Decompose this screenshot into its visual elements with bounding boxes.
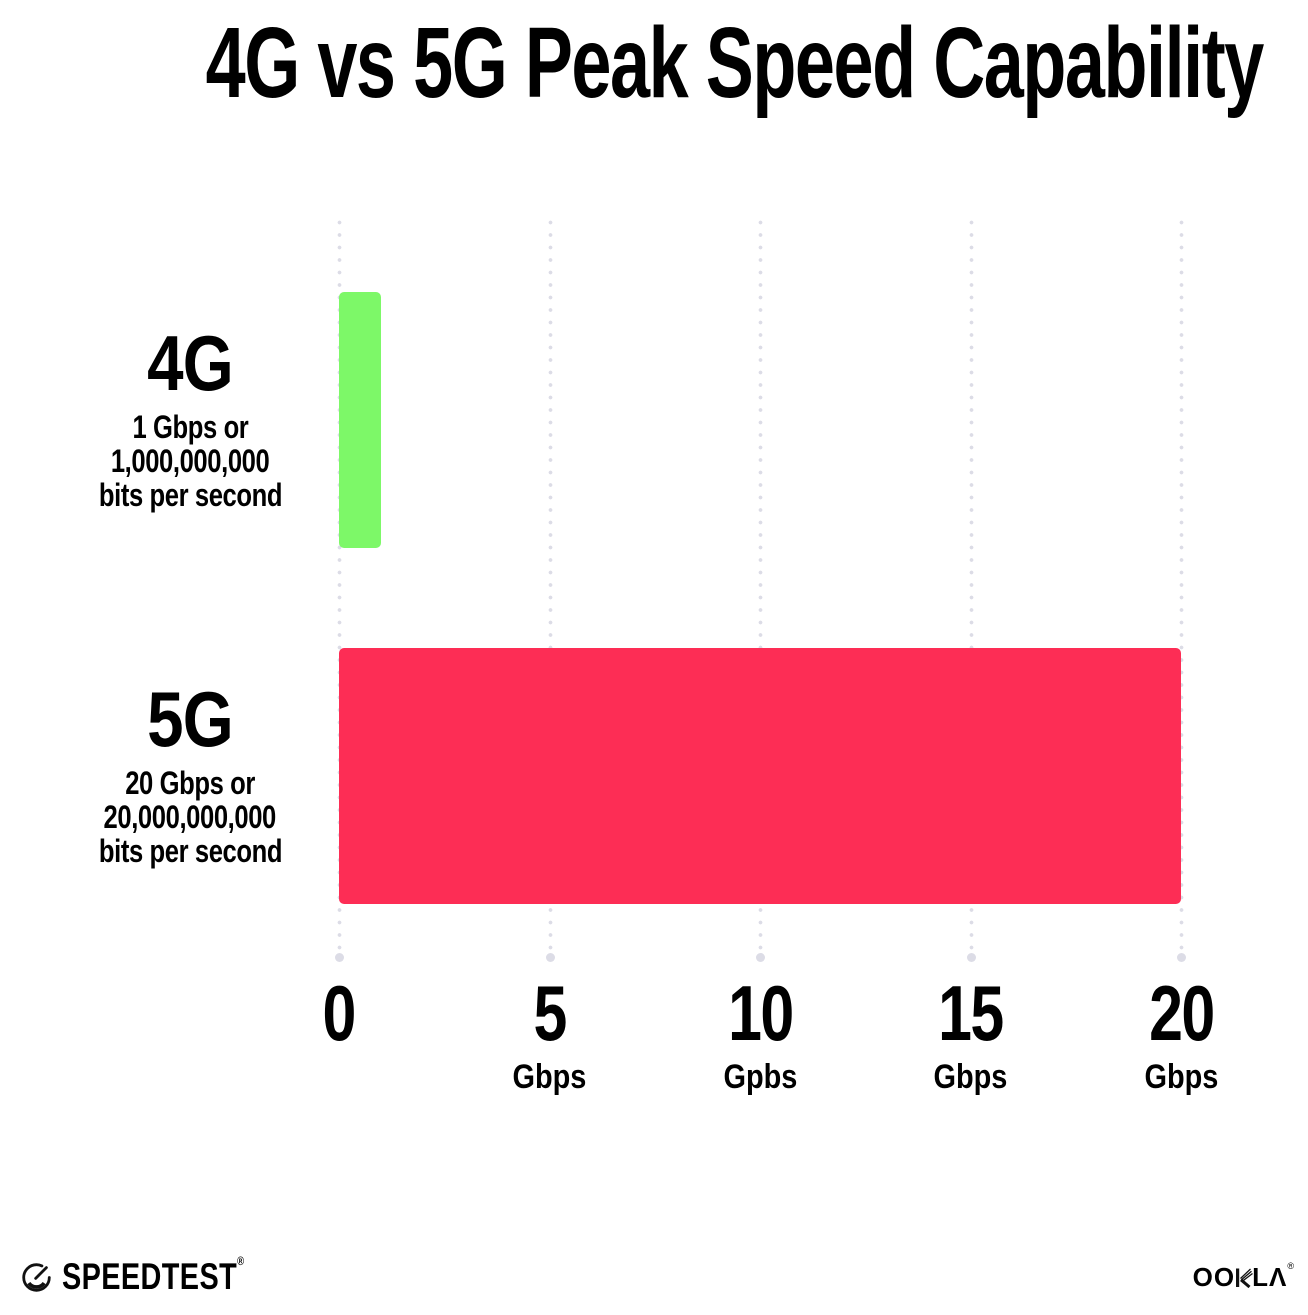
gridline-0 bbox=[335, 220, 344, 962]
speedtest-wordmark-text: SPEEDTEST bbox=[62, 1256, 238, 1297]
category-desc-4g-line2: 1,000,000,000 bbox=[110, 443, 270, 479]
x-axis-tick-5: 5 Gbps bbox=[430, 969, 670, 1096]
speedtest-gauge-icon bbox=[20, 1261, 53, 1294]
tick-number-5: 5 bbox=[533, 969, 567, 1057]
bar-5g bbox=[339, 648, 1181, 904]
category-label-4g: 4G 1 Gbps or 1,000,000,000 bits per seco… bbox=[30, 322, 350, 512]
tick-number-20: 20 bbox=[1148, 969, 1215, 1057]
ookla-k-icon bbox=[1235, 1267, 1254, 1288]
category-desc-4g-line1: 1 Gbps or bbox=[132, 409, 248, 445]
page-title: 4G vs 5G Peak Speed Capability bbox=[0, 8, 1308, 118]
gridline-15 bbox=[966, 220, 976, 962]
tick-unit-15: Gbps bbox=[933, 1058, 1008, 1096]
gridline-5 bbox=[545, 220, 555, 962]
gridline-10 bbox=[756, 220, 765, 962]
x-axis-tick-0: 0 bbox=[219, 969, 459, 1095]
page-title-text: 4G vs 5G Peak Speed Capability bbox=[205, 7, 1265, 119]
category-name-4g: 4G bbox=[147, 319, 234, 407]
tick-unit-20: Gbps bbox=[1144, 1058, 1218, 1096]
ookla-logo: OO LΛ ® bbox=[1192, 1261, 1294, 1293]
bar-4g bbox=[339, 292, 381, 548]
category-name-5g: 5G bbox=[147, 675, 234, 763]
ookla-registered-mark: ® bbox=[1287, 1261, 1294, 1271]
category-desc-5g-line2: 20,000,000,000 bbox=[103, 799, 277, 835]
speedtest-wordmark: SPEEDTEST® bbox=[62, 1254, 245, 1298]
gridline-20 bbox=[1177, 220, 1186, 962]
tick-number-15: 15 bbox=[938, 969, 1004, 1057]
speedtest-logo: SPEEDTEST® bbox=[20, 1254, 296, 1298]
category-desc-5g-line1: 20 Gbps or bbox=[125, 765, 255, 801]
tick-unit-10: Gpbs bbox=[723, 1058, 797, 1096]
ookla-wordmark-prefix: OO bbox=[1192, 1262, 1236, 1292]
tick-unit-5: Gbps bbox=[512, 1058, 587, 1096]
category-desc-5g-line3: bits per second bbox=[98, 833, 282, 869]
category-label-5g: 5G 20 Gbps or 20,000,000,000 bits per se… bbox=[30, 678, 350, 868]
x-axis-tick-20: 20 Gbps bbox=[1061, 969, 1301, 1096]
category-desc-4g-line3: bits per second bbox=[98, 477, 282, 513]
x-axis-tick-15: 15 Gbps bbox=[851, 969, 1091, 1096]
tick-number-10: 10 bbox=[727, 969, 794, 1057]
ookla-wordmark-suffix: LΛ bbox=[1252, 1262, 1288, 1292]
x-axis-tick-10: 10 Gpbs bbox=[640, 969, 880, 1096]
tick-number-0: 0 bbox=[322, 969, 357, 1057]
speedtest-registered-mark: ® bbox=[237, 1254, 245, 1268]
